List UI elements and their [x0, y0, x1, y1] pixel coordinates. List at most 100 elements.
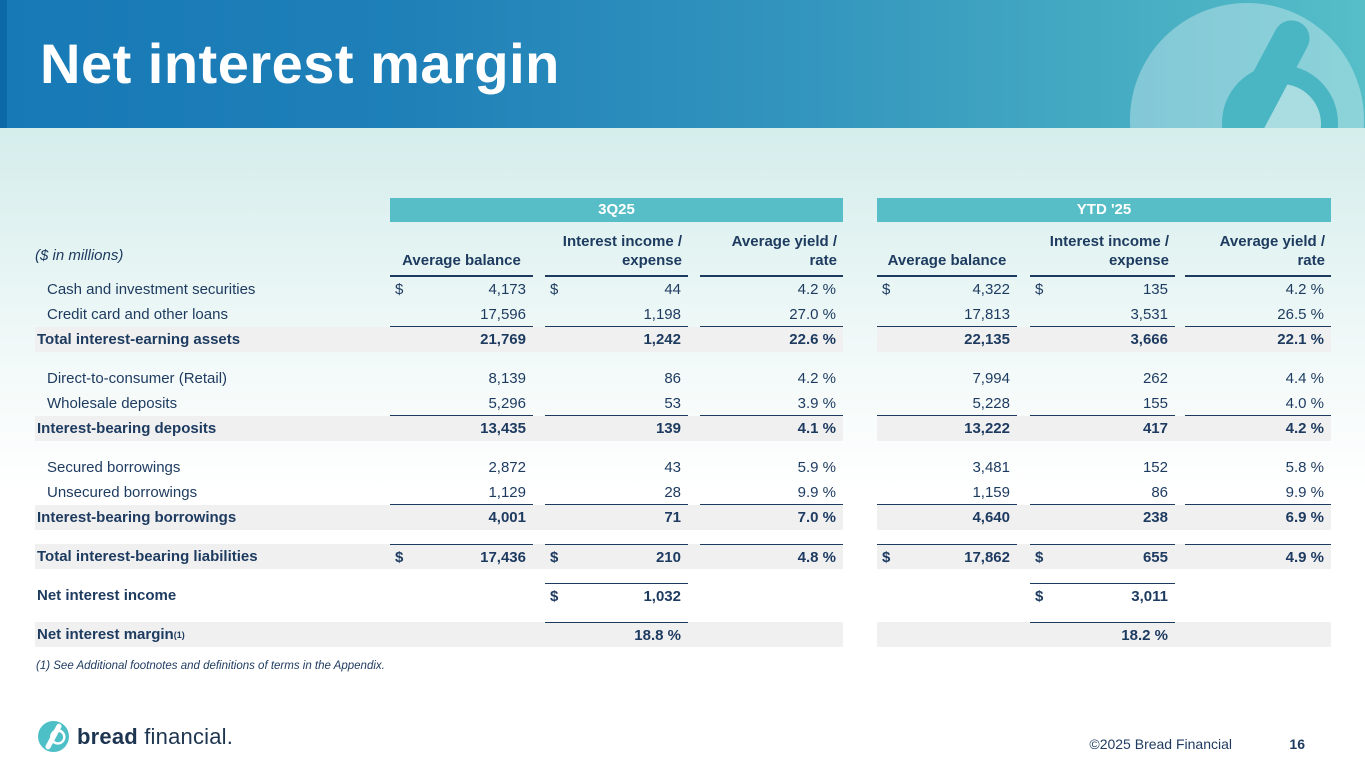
- table-cell: 53: [545, 391, 688, 416]
- table-cell: $17,862: [877, 544, 1017, 569]
- table-cell: 7.0 %: [700, 505, 843, 530]
- gap: [1017, 226, 1030, 277]
- table-cell: 4.1 %: [700, 416, 843, 441]
- gap: [533, 226, 545, 277]
- table-gap: [843, 480, 877, 505]
- table-gap: [1175, 505, 1185, 530]
- table-row: Interest-bearing deposits 13,435 139 4.1 % 1…: [35, 416, 1331, 441]
- row-label: Wholesale deposits: [47, 395, 178, 412]
- table-cell: [1185, 622, 1331, 647]
- table-cell: 238: [1030, 505, 1175, 530]
- row-label: Total interest-earning assets: [35, 327, 390, 352]
- table-cell: 13,435: [390, 416, 533, 441]
- table-cell: 4.2 %: [797, 281, 836, 298]
- slide-header: Net interest margin: [0, 0, 1365, 128]
- table-cell: 262: [1142, 370, 1168, 387]
- table-cell: 1,159: [877, 480, 1017, 505]
- table-cell: 18.2 %: [1030, 622, 1175, 647]
- table-cell: $210: [545, 544, 688, 569]
- table-gap: [688, 366, 700, 391]
- table-cell: [877, 622, 1017, 647]
- table-cell: [1185, 583, 1331, 608]
- table-gap: [1017, 416, 1030, 441]
- row-label: Cash and investment securities: [47, 281, 256, 298]
- table-cell: 5,228: [877, 391, 1017, 416]
- table-row: Net interest margin (1) 18.8 % 18.2 %: [35, 622, 1331, 647]
- table-cell: 1,242: [545, 327, 688, 352]
- table-gap: [533, 391, 545, 416]
- col-header-interest-3q: Interest income / expense: [545, 226, 688, 277]
- footnote: (1) See Additional footnotes and definit…: [36, 660, 385, 672]
- col-header-avg-balance-ytd: Average balance: [877, 226, 1017, 277]
- table-cell: $4,173: [395, 281, 526, 298]
- table-row: Credit card and other loans 17,596 1,198 27…: [35, 302, 1331, 327]
- table-gap: [843, 391, 877, 416]
- table-row: Interest-bearing borrowings 4,001 71 7.0 % 4…: [35, 505, 1331, 530]
- table-cell: 4.8 %: [700, 544, 843, 569]
- table-cell: 6.9 %: [1185, 505, 1331, 530]
- table-row: Secured borrowings 2,872 43 5.9 % 3,481 152 5.…: [35, 455, 1331, 480]
- table-gap: [688, 391, 700, 416]
- table-cell: 3,481: [972, 459, 1010, 476]
- table-gap: [1017, 583, 1030, 608]
- row-spacer: [35, 569, 1331, 583]
- table-cell: 4,001: [390, 505, 533, 530]
- table-cell: 4.9 %: [1185, 544, 1331, 569]
- table-gap: [533, 366, 545, 391]
- table-gap: [688, 544, 700, 569]
- table-gap: [843, 277, 877, 302]
- table-cell: 3.9 %: [700, 391, 843, 416]
- table-cell: 13,222: [877, 416, 1017, 441]
- table-cell: 27.0 %: [700, 302, 843, 327]
- table-gap: [688, 583, 700, 608]
- table-gap: [1175, 622, 1185, 647]
- table-gap: [1175, 583, 1185, 608]
- table-gap: [533, 583, 545, 608]
- table-gap: [1017, 366, 1030, 391]
- table-row: Total interest-bearing liabilities $17,43…: [35, 544, 1331, 569]
- table-cell: 4.2 %: [797, 370, 836, 387]
- units-note: ($ in millions): [35, 247, 124, 264]
- copyright-text: ©2025 Bread Financial: [1089, 736, 1232, 752]
- row-label: Direct-to-consumer (Retail): [47, 370, 228, 387]
- col-header-interest-ytd: Interest income / expense: [1030, 226, 1175, 277]
- row-label: Total interest-bearing liabilities: [35, 544, 390, 569]
- table-gap: [1017, 391, 1030, 416]
- table-gap: [843, 455, 877, 480]
- table-cell: 7,994: [972, 370, 1010, 387]
- table-cell: 4.4 %: [1285, 370, 1324, 387]
- table-cell: 3,531: [1030, 302, 1175, 327]
- table-gap: [533, 277, 545, 302]
- table-gap: [1175, 327, 1185, 352]
- table-cell: 22.1 %: [1185, 327, 1331, 352]
- table-gap: [1175, 455, 1185, 480]
- table-gap: [1017, 327, 1030, 352]
- table-cell: 4.0 %: [1185, 391, 1331, 416]
- table-cell: 2,872: [488, 459, 526, 476]
- footer-logo: bread financial.: [38, 721, 233, 752]
- table-gap: [843, 302, 877, 327]
- col-header-avg-balance-3q: Average balance: [390, 226, 533, 277]
- wordmark-bread: bread: [77, 723, 138, 749]
- bread-financial-logo-icon: [38, 721, 69, 752]
- table-gap: [688, 327, 700, 352]
- table-gap: [1175, 366, 1185, 391]
- row-label: Interest-bearing deposits: [35, 416, 390, 441]
- table-cell: 22,135: [877, 327, 1017, 352]
- table-cell: 71: [545, 505, 688, 530]
- table-cell: $655: [1030, 544, 1175, 569]
- table-cell: 21,769: [390, 327, 533, 352]
- period-band-row: 3Q25 YTD '25: [35, 198, 1331, 222]
- table-cell: 8,139: [488, 370, 526, 387]
- row-label: Interest-bearing borrowings: [35, 505, 390, 530]
- col-header-yield-ytd: Average yield / rate: [1185, 226, 1331, 277]
- table-gap: [1017, 544, 1030, 569]
- table-cell: 4.2 %: [1285, 281, 1324, 298]
- table-cell: 17,596: [390, 302, 533, 327]
- table-cell: 26.5 %: [1185, 302, 1331, 327]
- row-spacer: [35, 441, 1331, 455]
- table-cell: 1,198: [545, 302, 688, 327]
- col-header-yield-3q: Average yield / rate: [700, 226, 843, 277]
- table-cell: [390, 583, 533, 608]
